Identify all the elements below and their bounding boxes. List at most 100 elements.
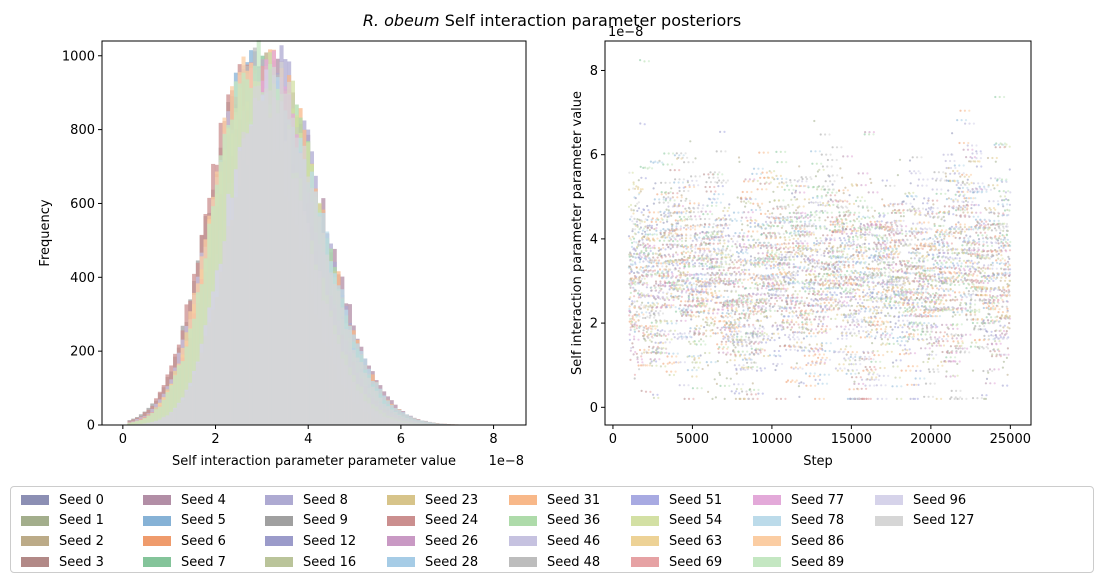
trace-point [969,345,973,348]
trace-point [709,171,712,174]
trace-point [632,346,635,349]
histogram-plot-frame [101,40,527,426]
trace-point [934,259,937,262]
histogram-bar [188,328,193,425]
trace-point [871,342,874,345]
trace-point [637,292,640,295]
trace-point [889,202,892,205]
histogram-bar [385,406,390,425]
trace-point [864,365,867,369]
trace-point [808,201,811,204]
histogram-bar [203,335,208,425]
histogram-bar [271,66,276,426]
trace-point [905,352,908,355]
trace-point [782,327,785,331]
trace-point [982,237,985,240]
trace-point [685,228,688,231]
trace-point [715,224,718,227]
trace-point [659,284,663,287]
figure-title: R. obeum Self interaction parameter post… [363,11,741,30]
trace-point [864,384,867,387]
trace-point [878,212,881,215]
trace-point [967,188,970,191]
trace-point [821,284,825,287]
trace-point [924,275,928,278]
trace-point [982,306,985,310]
trace-point [771,212,774,215]
trace-point [969,270,972,273]
trace-point [906,308,909,311]
trace-point [786,302,789,306]
trace-point [870,360,873,363]
trace-point [822,234,825,237]
trace-point [757,223,760,226]
trace-point [926,251,929,254]
trace-point [654,280,658,283]
trace-point [959,304,962,307]
trace-point [869,297,872,300]
trace-point [919,242,923,245]
trace-point [923,237,926,241]
trace-point [969,190,972,193]
trace-point [792,249,795,252]
trace-point [867,373,870,376]
histogram-bar [146,415,151,425]
trace-point [880,311,883,314]
trace-point [839,273,842,276]
x-tick-label: 6 [397,432,405,447]
trace-point [835,277,838,280]
trace-point [778,261,781,264]
trace-point [937,277,941,280]
trace-point [738,244,742,247]
histogram-bar [199,352,204,425]
histogram-bar [207,322,212,425]
histogram-bar [302,145,307,425]
trace-point [705,234,708,237]
trace-point [794,189,798,192]
trace-point [699,217,702,221]
trace-point [949,172,952,175]
trace-point [639,226,643,229]
trace-point [814,175,818,178]
trace-point [714,396,718,399]
trace-point [899,215,903,218]
trace-point [911,205,914,208]
trace-point [921,330,924,333]
histogram-bar [325,254,330,425]
trace-point [915,272,918,275]
trace-point [984,322,987,325]
trace-point [768,200,771,204]
trace-point [650,321,653,324]
trace-point [740,312,744,315]
trace-point [726,245,729,248]
trace-point [684,207,687,210]
trace-point [655,282,658,285]
trace-point [718,179,721,182]
trace-point [739,317,743,320]
trace-point [875,243,878,246]
trace-point [920,333,923,336]
trace-point [753,256,756,259]
trace-point [835,260,838,263]
trace-point [843,328,846,331]
trace-point [629,218,632,221]
trace-point [838,279,841,283]
trace-point [936,229,939,232]
trace-point [902,303,905,306]
trace-point [770,336,773,339]
trace-point [699,249,702,252]
trace-point [633,271,636,275]
trace-point [756,284,759,287]
trace-point [775,364,778,367]
trace-point [675,251,678,254]
trace-point [795,362,799,365]
trace-point [998,262,1001,265]
trace-point [962,211,965,214]
trace-point [741,190,744,194]
trace-point [877,291,880,294]
trace-point [927,207,931,210]
trace-point [637,364,640,367]
trace-point [678,262,682,265]
trace-point [779,345,782,348]
histogram-bar [408,419,413,425]
